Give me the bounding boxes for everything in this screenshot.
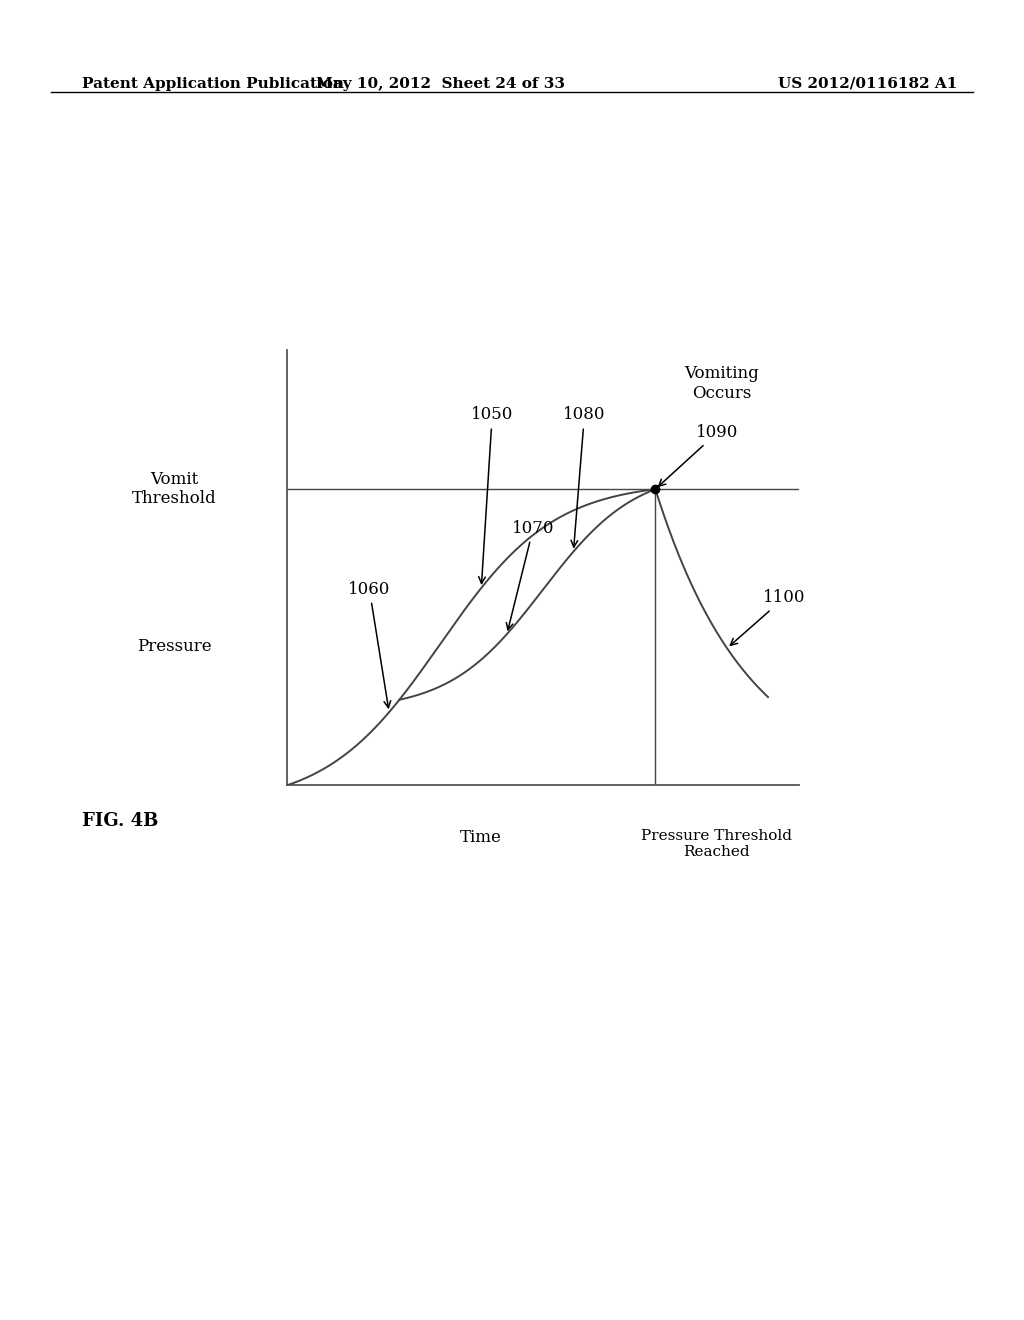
Text: 1050: 1050 [471,407,513,583]
Text: 1100: 1100 [730,590,806,645]
Text: Pressure Threshold
Reached: Pressure Threshold Reached [641,829,793,859]
Text: Patent Application Publication: Patent Application Publication [82,77,344,91]
Text: Time: Time [461,829,502,846]
Text: FIG. 4B: FIG. 4B [82,812,159,830]
Text: Vomiting
Occurs: Vomiting Occurs [685,366,759,403]
Text: 1080: 1080 [563,407,606,546]
Text: 1090: 1090 [658,424,738,486]
Text: 1070: 1070 [506,520,555,630]
Text: May 10, 2012  Sheet 24 of 33: May 10, 2012 Sheet 24 of 33 [315,77,565,91]
Text: US 2012/0116182 A1: US 2012/0116182 A1 [778,77,957,91]
Text: Vomit
Threshold: Vomit Threshold [132,471,216,507]
Text: 1060: 1060 [348,581,390,708]
Text: Pressure: Pressure [137,638,211,655]
